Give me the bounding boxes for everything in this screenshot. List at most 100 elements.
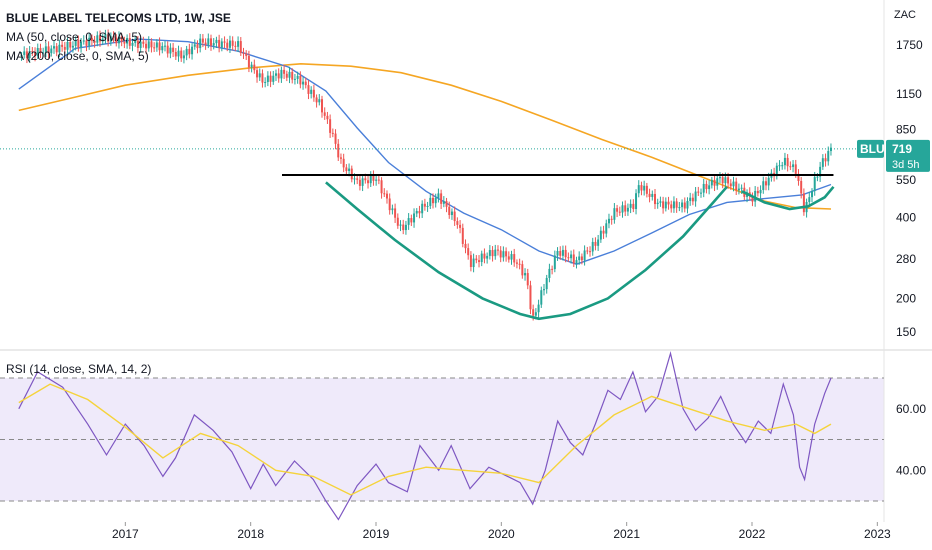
candle-body (783, 157, 786, 166)
candle-body (266, 75, 269, 83)
time-tick-label: 2020 (488, 527, 515, 541)
candle-body (792, 164, 795, 167)
candle-body (61, 44, 64, 47)
symbol-tag-text: BLU (860, 142, 885, 156)
rsi-lines (18, 351, 832, 521)
candle-body (751, 196, 754, 202)
candle-body (461, 227, 464, 244)
candle-body (23, 51, 26, 55)
candle-body (716, 178, 719, 186)
candle-body (93, 40, 96, 43)
candle-body (456, 221, 459, 225)
candle-body (548, 268, 551, 278)
candle-body (55, 46, 58, 53)
candle-body (358, 179, 361, 186)
candle-body (158, 42, 161, 51)
ma50-legend[interactable]: MA (50, close, 0, SMA, 5) (6, 30, 142, 44)
candle-body (429, 197, 432, 206)
candle-body (564, 249, 567, 258)
candle-body (380, 180, 383, 194)
candle-body (808, 197, 811, 203)
candle-body (524, 273, 527, 276)
candle-body (691, 197, 694, 202)
candle-body (442, 201, 445, 204)
candle-body (426, 205, 429, 207)
candle-body (226, 42, 229, 48)
candle-body (334, 133, 337, 144)
candle-body (724, 177, 727, 184)
candle-body (594, 241, 597, 246)
candle-body (469, 255, 472, 268)
candle-body (488, 250, 491, 256)
candle-body (505, 251, 508, 257)
candle-body (553, 255, 556, 270)
candle-body (467, 248, 470, 256)
candle-body (737, 188, 740, 191)
candle-body (794, 164, 797, 174)
candle-body (115, 37, 118, 44)
candle-body (672, 201, 675, 209)
candle-body (756, 190, 759, 194)
time-tick-label: 2023 (864, 527, 891, 541)
candle-body (253, 64, 256, 71)
candle-body (648, 193, 651, 197)
candle-body (242, 52, 245, 54)
candle-body (77, 40, 80, 48)
candle-body (199, 38, 202, 49)
rsi-legend[interactable]: RSI (14, close, SMA, 14, 2) (6, 362, 151, 376)
candle-body (364, 178, 367, 181)
candle-body (85, 40, 88, 46)
candle-body (101, 38, 104, 42)
handle-curve (741, 185, 835, 211)
candle-body (618, 211, 621, 213)
candle-body (440, 193, 443, 204)
candle-body (510, 254, 513, 260)
candle-body (764, 181, 767, 186)
price-tick-label: 150 (896, 325, 916, 339)
candle-body (399, 224, 402, 226)
candle-body (74, 40, 77, 46)
currency-label: ZAC (894, 9, 916, 21)
candle-body (234, 45, 237, 47)
candle-body (280, 69, 283, 79)
candle-body (120, 36, 123, 42)
candle-body (570, 254, 573, 259)
candle-body (697, 191, 700, 193)
candle-body (285, 73, 288, 78)
candle-body (610, 218, 613, 220)
ma200-legend[interactable]: MA (200, close, 0, SMA, 5) (6, 49, 149, 63)
last-price-label[interactable]: BLU 719 3d 5h (857, 139, 930, 172)
candle-body (694, 191, 697, 202)
candle-body (789, 166, 792, 168)
candle-body (580, 256, 583, 261)
candle-body (153, 47, 156, 49)
price-tick-label: 280 (896, 252, 916, 266)
candle-body (339, 157, 342, 159)
candle-body (491, 250, 494, 257)
candle-body (518, 263, 521, 265)
candle-body (453, 211, 456, 222)
candle-body (139, 41, 142, 48)
candle-body (31, 51, 34, 53)
candle-body (323, 112, 326, 116)
candle-body (237, 41, 240, 47)
candle-body (136, 40, 139, 48)
candle-body (220, 41, 223, 48)
candle-body (39, 48, 42, 53)
candle-body (496, 249, 499, 251)
candle-body (25, 51, 28, 59)
candle-body (480, 253, 483, 263)
candle-body (388, 198, 391, 211)
candle-body (767, 177, 770, 186)
candle-body (605, 223, 608, 234)
candle-body (675, 201, 678, 208)
candle-body (735, 181, 738, 191)
candle-body (651, 193, 654, 197)
candle-body (513, 254, 516, 263)
candle-body (670, 204, 673, 209)
candle-body (180, 50, 183, 59)
candle-body (239, 41, 242, 53)
candle-body (166, 45, 169, 54)
candle-body (185, 48, 188, 56)
